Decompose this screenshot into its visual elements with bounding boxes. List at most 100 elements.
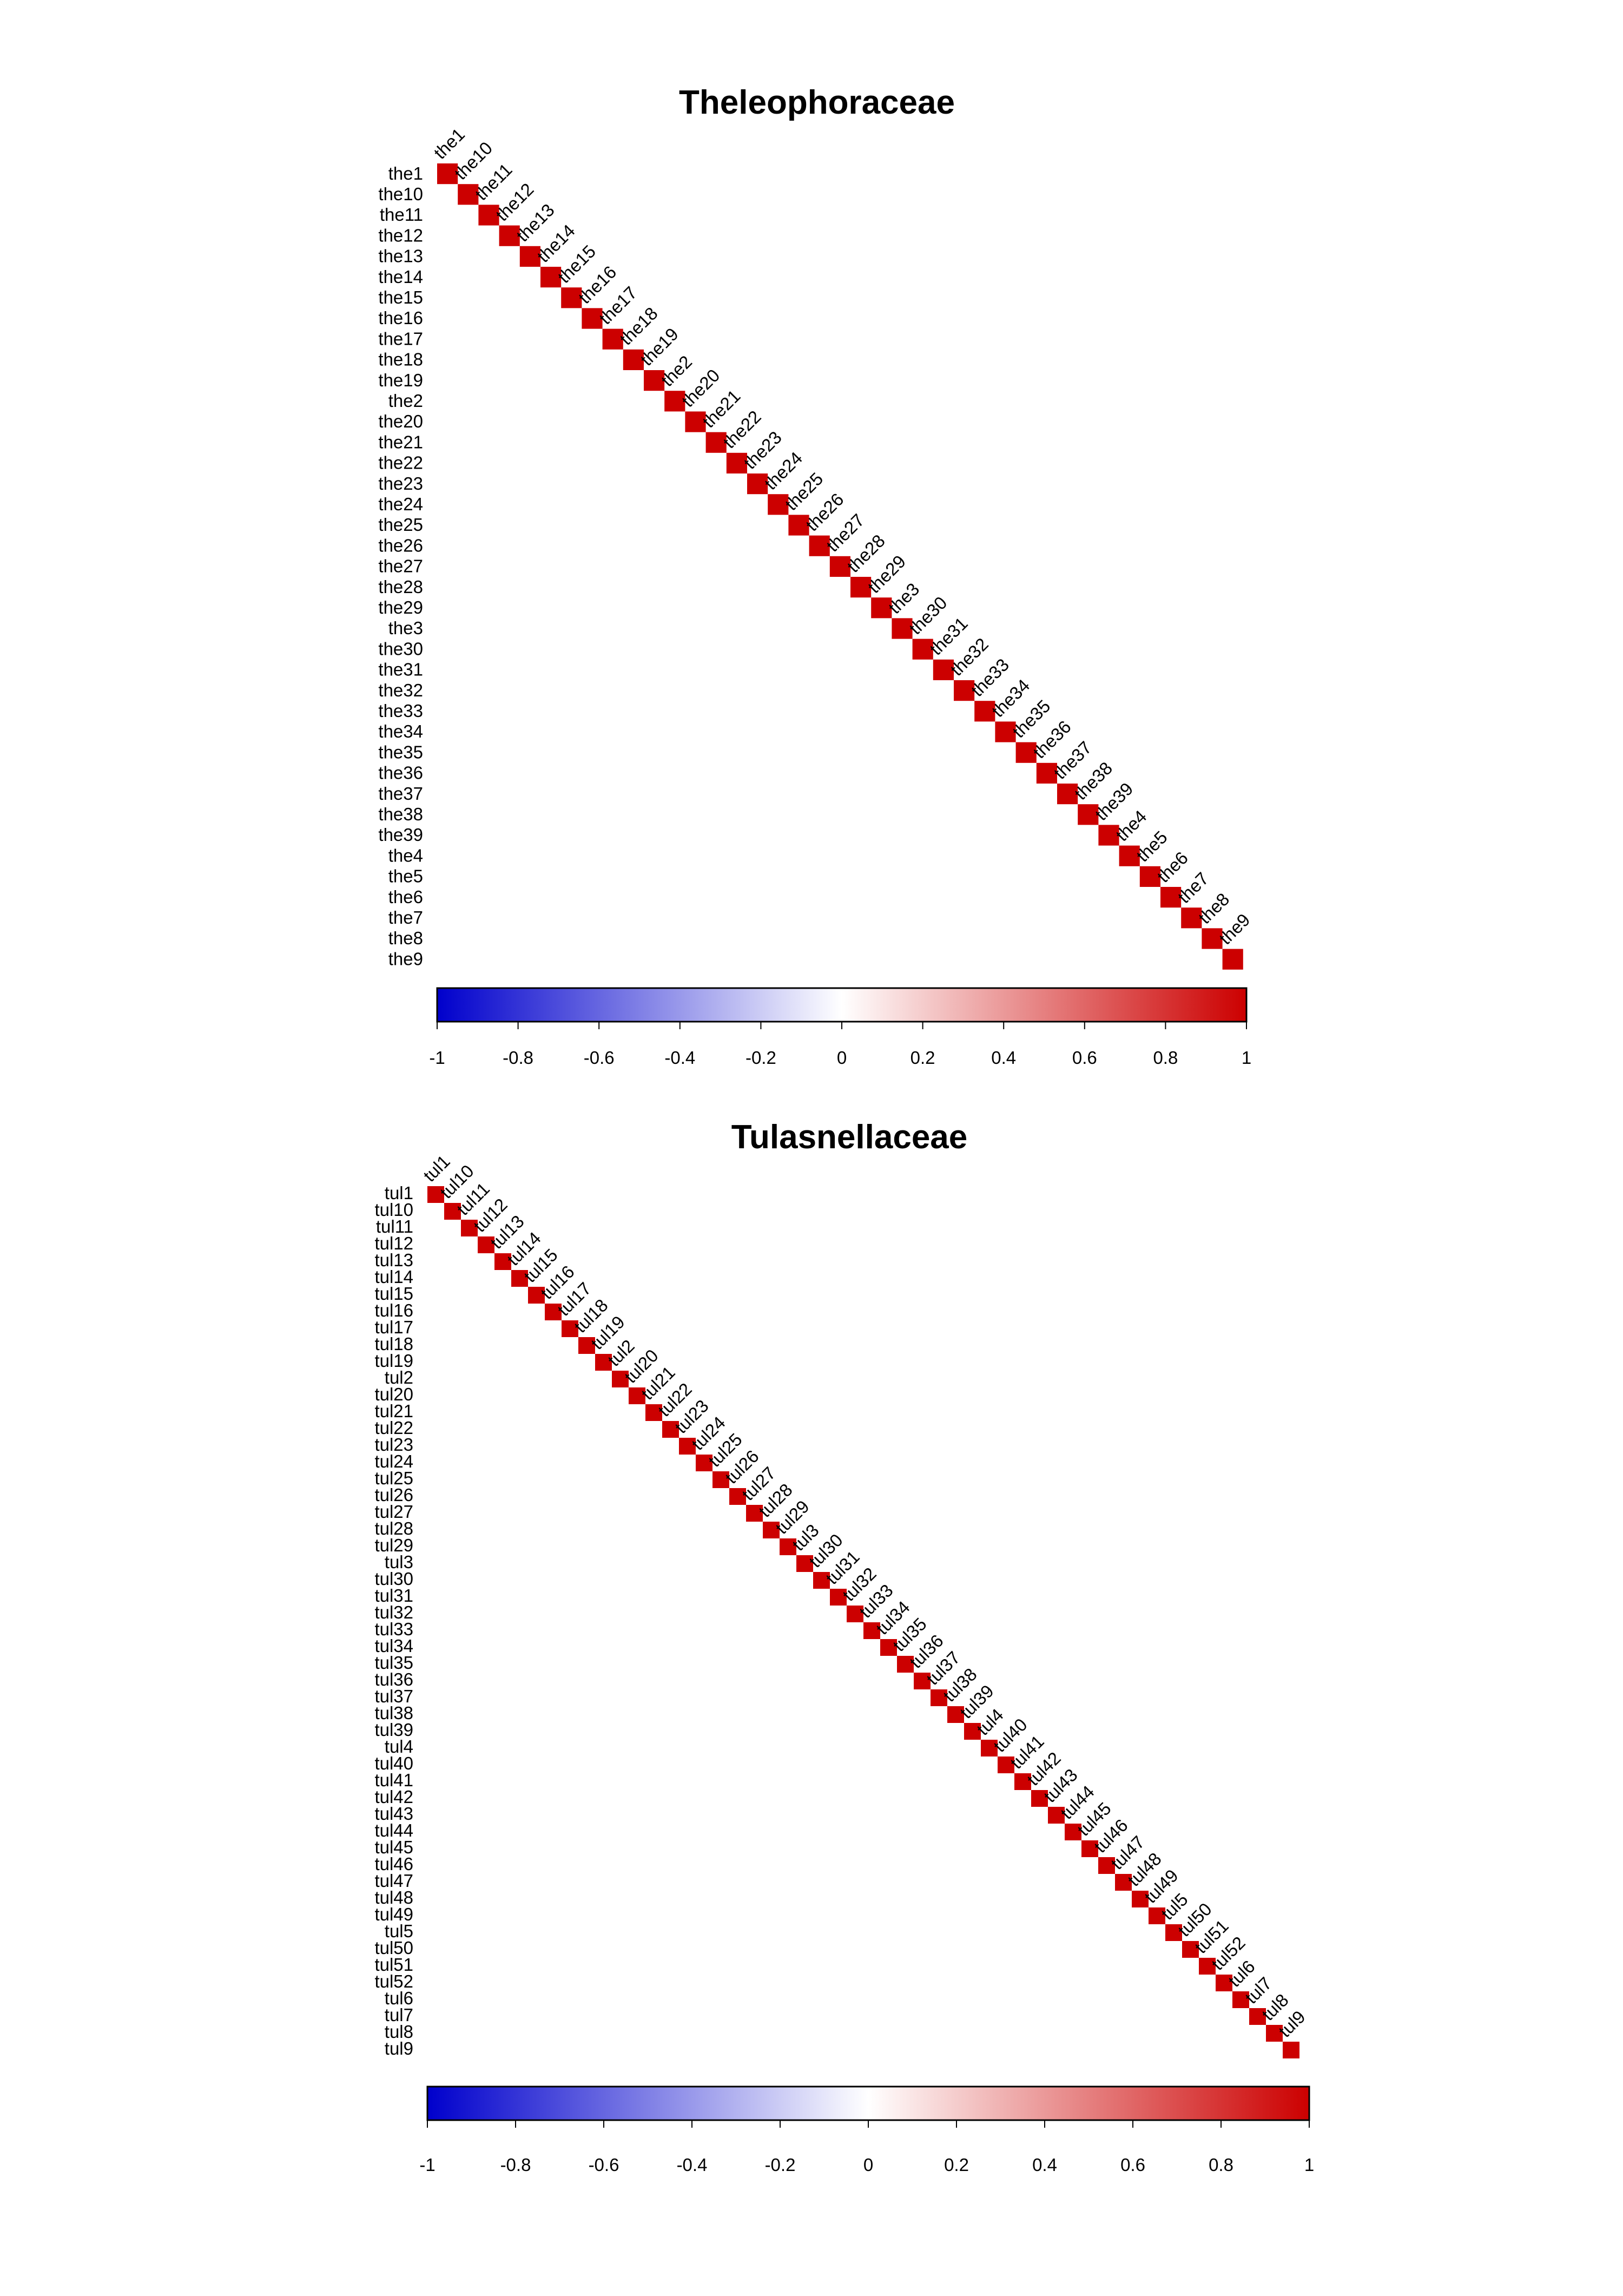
colorbar-tick-label: -0.6 <box>589 2155 619 2175</box>
row-label-tul23: tul23 <box>374 1435 413 1455</box>
colorbar-tick-label: -1 <box>419 2155 435 2175</box>
row-label-the24: the24 <box>378 494 423 514</box>
colorbar-tick-label: 0.2 <box>944 2155 969 2175</box>
theleophoraceae-colorbar <box>436 987 1248 1023</box>
row-label-the28: the28 <box>378 577 423 597</box>
diagonal-cell-the4 <box>1119 845 1140 866</box>
row-label-the20: the20 <box>378 411 423 431</box>
row-label-tul29: tul29 <box>374 1535 413 1555</box>
row-label-tul36: tul36 <box>374 1669 413 1689</box>
diagonal-cell-the29 <box>871 597 892 619</box>
diagonal-cell-the15 <box>561 287 582 308</box>
row-label-tul18: tul18 <box>374 1334 413 1354</box>
row-label-the14: the14 <box>378 267 423 287</box>
row-label-the13: the13 <box>378 246 423 266</box>
diagonal-cell-tul23 <box>679 1438 696 1455</box>
diagonal-cell-tul42 <box>1031 1790 1048 1807</box>
colorbar-tick-label: 1 <box>1242 1048 1251 1068</box>
colorbar-tick-label: 0.6 <box>1072 1048 1097 1068</box>
diagonal-cell-tul18 <box>578 1337 595 1354</box>
diagonal-cell-tul40 <box>998 1756 1014 1773</box>
row-label-the17: the17 <box>378 328 423 348</box>
row-label-tul43: tul43 <box>374 1804 413 1824</box>
row-label-tul3: tul3 <box>385 1552 413 1572</box>
diagonal-cell-tul31 <box>830 1589 847 1606</box>
diagonal-cell-the34 <box>995 721 1016 742</box>
colorbar-tick-label: 1 <box>1304 2155 1314 2175</box>
diagonal-cell-tul32 <box>847 1606 863 1622</box>
diagonal-cell-tul27 <box>746 1505 763 1522</box>
row-label-tul22: tul22 <box>374 1418 413 1438</box>
diagonal-cell-tul7 <box>1249 2008 1266 2025</box>
row-label-tul32: tul32 <box>374 1602 413 1622</box>
row-label-tul37: tul37 <box>374 1686 413 1706</box>
diagonal-cell-tul35 <box>897 1656 914 1673</box>
diagonal-cell-tul25 <box>712 1471 729 1488</box>
row-label-the12: the12 <box>378 225 423 245</box>
colorbar-tick-label: -0.8 <box>503 1048 533 1068</box>
row-label-the21: the21 <box>378 432 423 452</box>
row-label-tul31: tul31 <box>374 1586 413 1606</box>
diagonal-cell-tul36 <box>914 1673 931 1689</box>
diagonal-cell-tul16 <box>545 1304 562 1320</box>
diagonal-cell-the22 <box>726 452 747 473</box>
colorbar-tick-label: 0.4 <box>1032 2155 1057 2175</box>
diagonal-cell-the32 <box>954 680 975 701</box>
colorbar-tick-label: 0.8 <box>1153 1048 1178 1068</box>
diagonal-cell-tul46 <box>1098 1857 1115 1874</box>
row-label-tul15: tul15 <box>374 1284 413 1304</box>
row-label-tul34: tul34 <box>374 1636 413 1656</box>
diagonal-cell-tul14 <box>511 1270 528 1287</box>
row-label-tul24: tul24 <box>374 1451 413 1471</box>
row-label-tul27: tul27 <box>374 1502 413 1522</box>
diagonal-cell-tul21 <box>645 1404 662 1421</box>
diagonal-cell-tul22 <box>662 1421 679 1438</box>
row-label-tul33: tul33 <box>374 1619 413 1639</box>
diagonal-cell-the14 <box>540 267 562 288</box>
row-label-the7: the7 <box>388 907 423 927</box>
colorbar-tick-label: -0.6 <box>584 1048 615 1068</box>
row-label-tul2: tul2 <box>385 1367 413 1387</box>
diagonal-cell-tul11 <box>461 1220 478 1236</box>
row-label-the39: the39 <box>378 825 423 845</box>
row-label-tul14: tul14 <box>374 1267 413 1287</box>
diagonal-cell-tul44 <box>1065 1824 1081 1840</box>
diagonal-cell-the12 <box>499 225 520 246</box>
row-label-the34: the34 <box>378 721 423 741</box>
diagonal-cell-tul39 <box>964 1723 981 1740</box>
row-label-tul50: tul50 <box>374 1938 413 1958</box>
row-label-the32: the32 <box>378 680 423 700</box>
diagonal-cell-the30 <box>912 639 933 660</box>
row-label-the18: the18 <box>378 350 423 370</box>
row-label-tul7: tul7 <box>385 2005 413 2025</box>
diagonal-cell-tul38 <box>947 1706 964 1723</box>
row-label-tul45: tul45 <box>374 1837 413 1857</box>
diagonal-cell-the6 <box>1160 887 1182 908</box>
row-label-tul11: tul11 <box>376 1216 413 1236</box>
row-label-tul13: tul13 <box>374 1250 413 1270</box>
row-label-tul26: tul26 <box>374 1485 413 1505</box>
row-label-tul5: tul5 <box>385 1921 413 1941</box>
row-label-the31: the31 <box>378 660 423 680</box>
diagonal-cell-tul12 <box>478 1236 494 1253</box>
diagonal-cell-tul5 <box>1165 1924 1182 1941</box>
colorbar-tick-label: -0.2 <box>765 2155 796 2175</box>
diagonal-cell-tul30 <box>813 1572 830 1589</box>
diagonal-cell-the2 <box>664 391 685 412</box>
tulasnellaceae-panel: Tulasnellaceaetul1tul1tul10tul10tul11tul… <box>374 1119 1314 2175</box>
row-label-the25: the25 <box>378 515 423 535</box>
diagonal-cell-tul49 <box>1149 1907 1165 1924</box>
diagonal-cell-the19 <box>644 370 665 391</box>
diagonal-cell-tul15 <box>528 1287 545 1304</box>
diagonal-cell-tul48 <box>1132 1891 1149 1907</box>
diagonal-cell-tul19 <box>595 1354 612 1371</box>
diagonal-cell-the31 <box>933 659 954 680</box>
diagonal-cell-the24 <box>768 494 789 515</box>
diagonal-cell-tul9 <box>1283 2042 1299 2058</box>
theleophoraceae-title: Theleophoraceae <box>679 84 955 121</box>
tulasnellaceae-colorbar <box>426 2086 1310 2121</box>
colorbar-tick-label: -1 <box>429 1048 445 1068</box>
diagonal-cell-tul13 <box>494 1253 511 1270</box>
row-label-the10: the10 <box>378 184 423 204</box>
